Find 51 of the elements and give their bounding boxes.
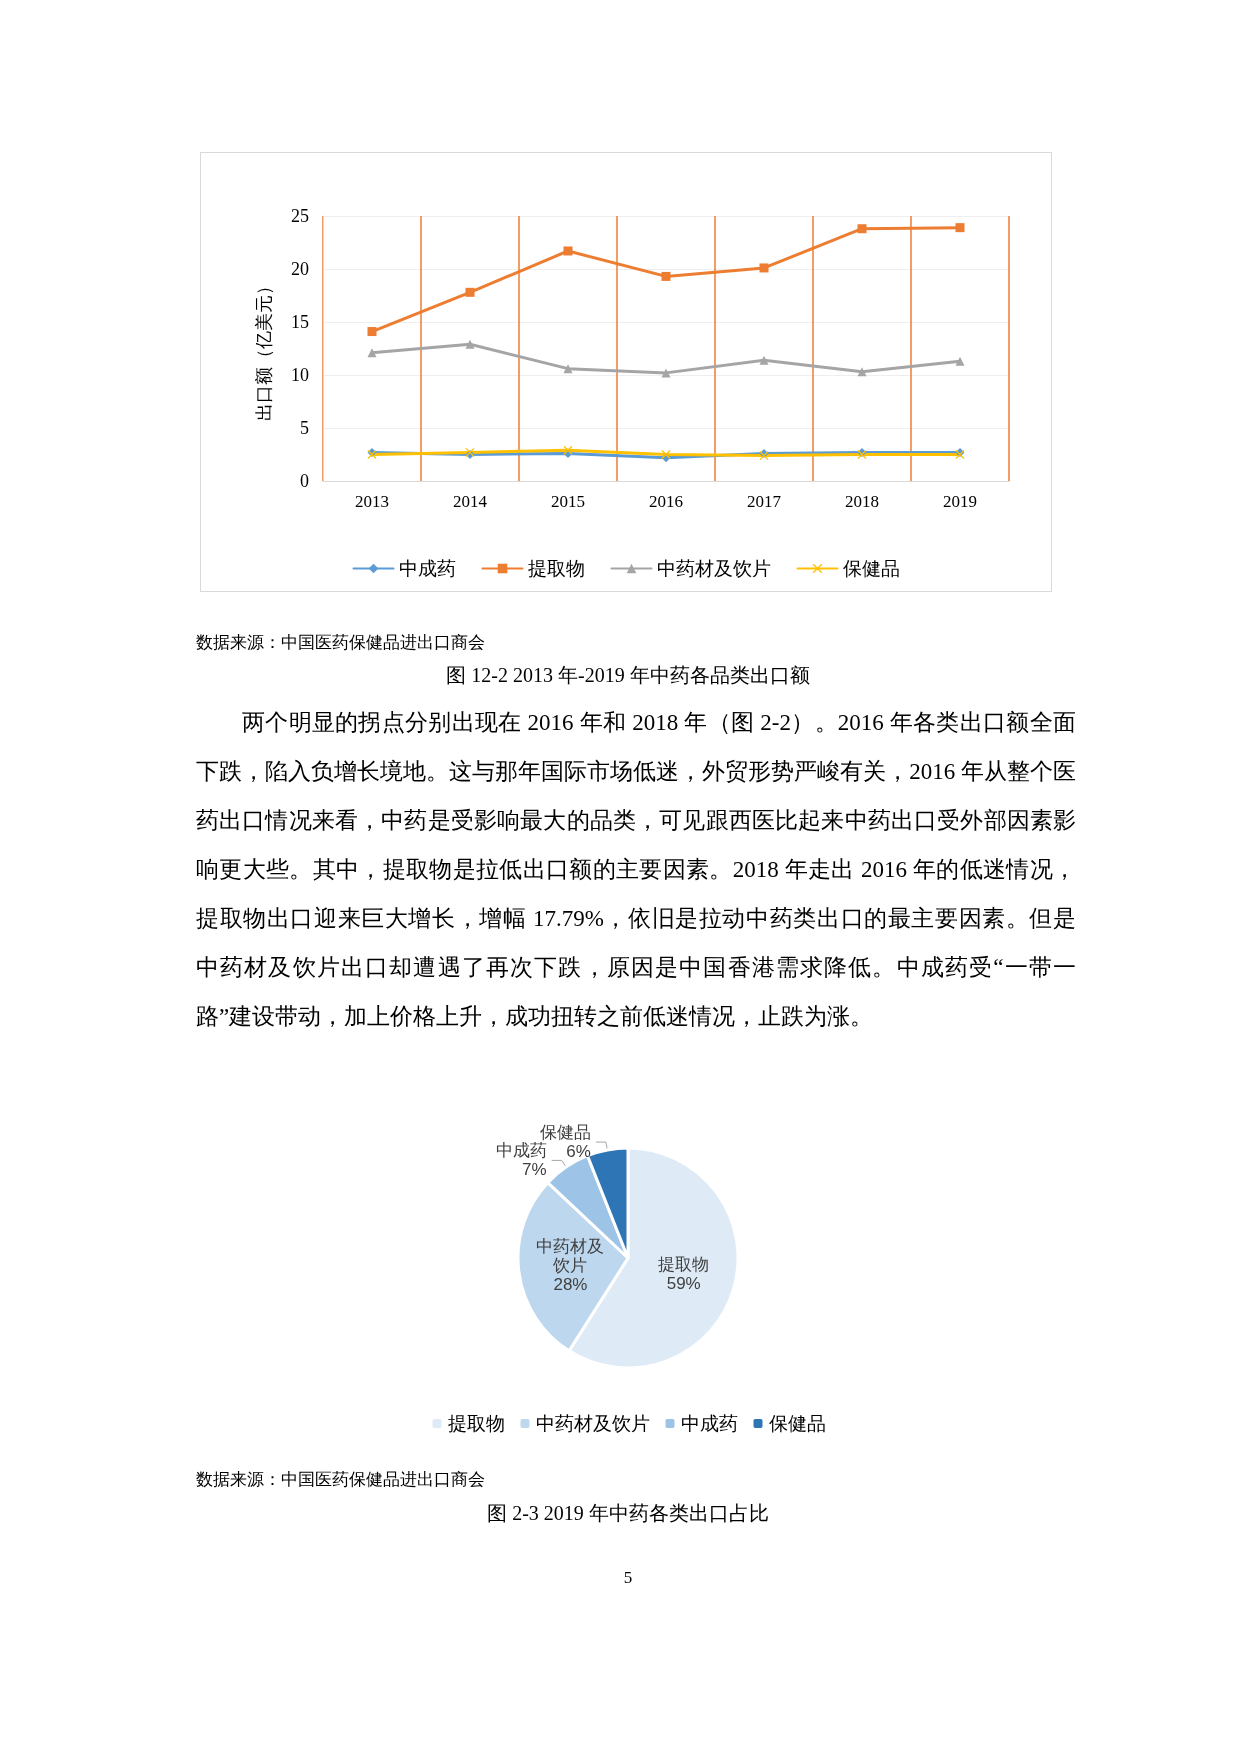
x-tick-label: 2016 <box>649 492 683 511</box>
point <box>955 356 965 366</box>
legend-label: 中药材及饮片 <box>656 558 771 579</box>
point <box>465 287 475 297</box>
point <box>465 339 475 349</box>
x-tick-label: 2014 <box>453 492 488 511</box>
point <box>857 224 867 234</box>
caption: 图 2-3 2019 年中药各类出口占比 <box>486 1501 770 1526</box>
point <box>367 348 377 358</box>
point <box>563 364 573 374</box>
x-tick-label: 2017 <box>747 492 782 511</box>
y-tick-label: 10 <box>291 365 309 385</box>
data-label: 59% <box>666 1274 701 1294</box>
legend-label: 中成药 <box>680 1413 738 1434</box>
caption: 图 12-2 2013 年-2019 年中药各品类出口额 <box>445 663 811 688</box>
point <box>759 263 769 273</box>
point <box>661 450 671 459</box>
y-tick-label: 0 <box>300 471 309 491</box>
source-note: 数据来源：中国医药保健品进出口商会 <box>196 1469 485 1491</box>
y-tick-label: 15 <box>291 312 309 332</box>
slice-label: 中药材及饮片 <box>536 1236 605 1275</box>
text: 5 <box>622 1568 634 1588</box>
legend-label: 中成药 <box>398 558 456 579</box>
x-tick-label: 2019 <box>943 492 977 511</box>
y-tick-label: 25 <box>291 206 309 226</box>
legend-label: 保健品 <box>842 558 900 579</box>
source-note: 数据来源：中国医药保健品进出口商会 <box>196 632 485 654</box>
x-tick-label: 2018 <box>845 492 879 511</box>
x-tick-label: 2015 <box>551 492 585 511</box>
point <box>661 368 671 378</box>
y-axis-title: 出口额（亿美元） <box>254 276 274 421</box>
data-label: 7% <box>522 1160 547 1180</box>
legend-label: 提取物 <box>447 1413 505 1434</box>
point <box>563 246 573 256</box>
y-tick-label: 5 <box>300 418 309 438</box>
slice-label: 提取物 <box>658 1255 710 1275</box>
y-tick-label: 20 <box>291 259 309 279</box>
point <box>367 327 377 337</box>
point <box>661 271 671 281</box>
point <box>759 355 769 365</box>
legend-label: 中药材及饮片 <box>535 1413 650 1434</box>
slice-label: 保健品 <box>539 1123 591 1143</box>
point <box>857 367 867 377</box>
legend-label: 提取物 <box>527 558 585 579</box>
data-label: 28% <box>553 1274 588 1294</box>
x-tick-label: 2013 <box>355 492 389 511</box>
data-label: 6% <box>566 1142 591 1162</box>
slice-label: 中成药 <box>495 1141 547 1161</box>
legend-label: 保健品 <box>768 1413 826 1434</box>
point <box>955 223 965 233</box>
text: 两个明显的拐点分别出现在 2016 年和 2018 年（图 2-2）。2016 年各类出口额全面下跌，陷入负增长境地。这与那年国际市场低迷，外贸形势严峻有关，2016 年从整个医药出口情况来看，中药是受影响最大的品类，可见跟西医比起来中药出口受外部因素影响更大些。其中，提取物是拉低出口额的主要因素。2018 年走出 2016 年的低迷情况，提取物出口迎来巨大增长，增幅 17.79%，依旧是拉动中药类出口的最主要因素。但是中药材及饮片出口却遭遇了再次下跌，原因是中国香港需求降低。中成药受“一带一路”建设带动，加上价格上升，成功扭转之前低迷情况，止跌为涨。 <box>196 709 1077 1031</box>
